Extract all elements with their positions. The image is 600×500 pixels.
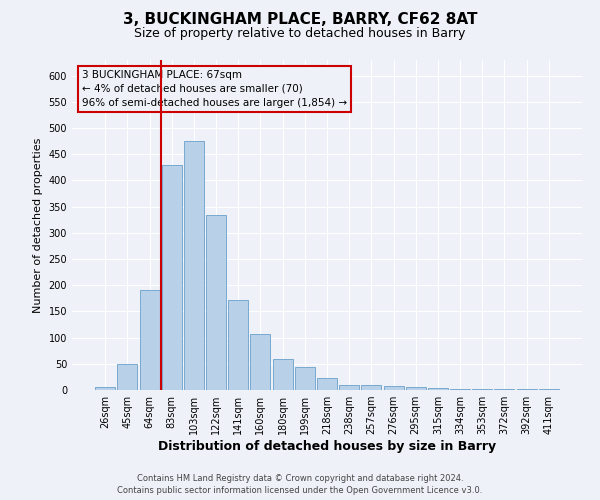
Text: Size of property relative to detached houses in Barry: Size of property relative to detached ho… <box>134 28 466 40</box>
Text: Contains HM Land Registry data © Crown copyright and database right 2024.
Contai: Contains HM Land Registry data © Crown c… <box>118 474 482 495</box>
Bar <box>317 378 337 390</box>
Y-axis label: Number of detached properties: Number of detached properties <box>33 138 43 312</box>
Text: 3 BUCKINGHAM PLACE: 67sqm
← 4% of detached houses are smaller (70)
96% of semi-d: 3 BUCKINGHAM PLACE: 67sqm ← 4% of detach… <box>82 70 347 108</box>
Bar <box>295 367 315 390</box>
Bar <box>428 388 448 390</box>
Text: 3, BUCKINGHAM PLACE, BARRY, CF62 8AT: 3, BUCKINGHAM PLACE, BARRY, CF62 8AT <box>123 12 477 28</box>
Bar <box>140 290 160 390</box>
Bar <box>450 389 470 390</box>
Bar <box>272 358 293 390</box>
Bar <box>472 389 492 390</box>
Bar <box>361 385 382 390</box>
Bar <box>206 214 226 390</box>
Bar <box>162 165 182 390</box>
Bar <box>95 388 115 390</box>
Bar <box>228 300 248 390</box>
Bar <box>118 364 137 390</box>
Bar <box>494 389 514 390</box>
Bar <box>184 141 204 390</box>
X-axis label: Distribution of detached houses by size in Barry: Distribution of detached houses by size … <box>158 440 496 453</box>
Bar <box>339 385 359 390</box>
Bar <box>383 386 404 390</box>
Bar <box>250 334 271 390</box>
Bar <box>406 388 426 390</box>
